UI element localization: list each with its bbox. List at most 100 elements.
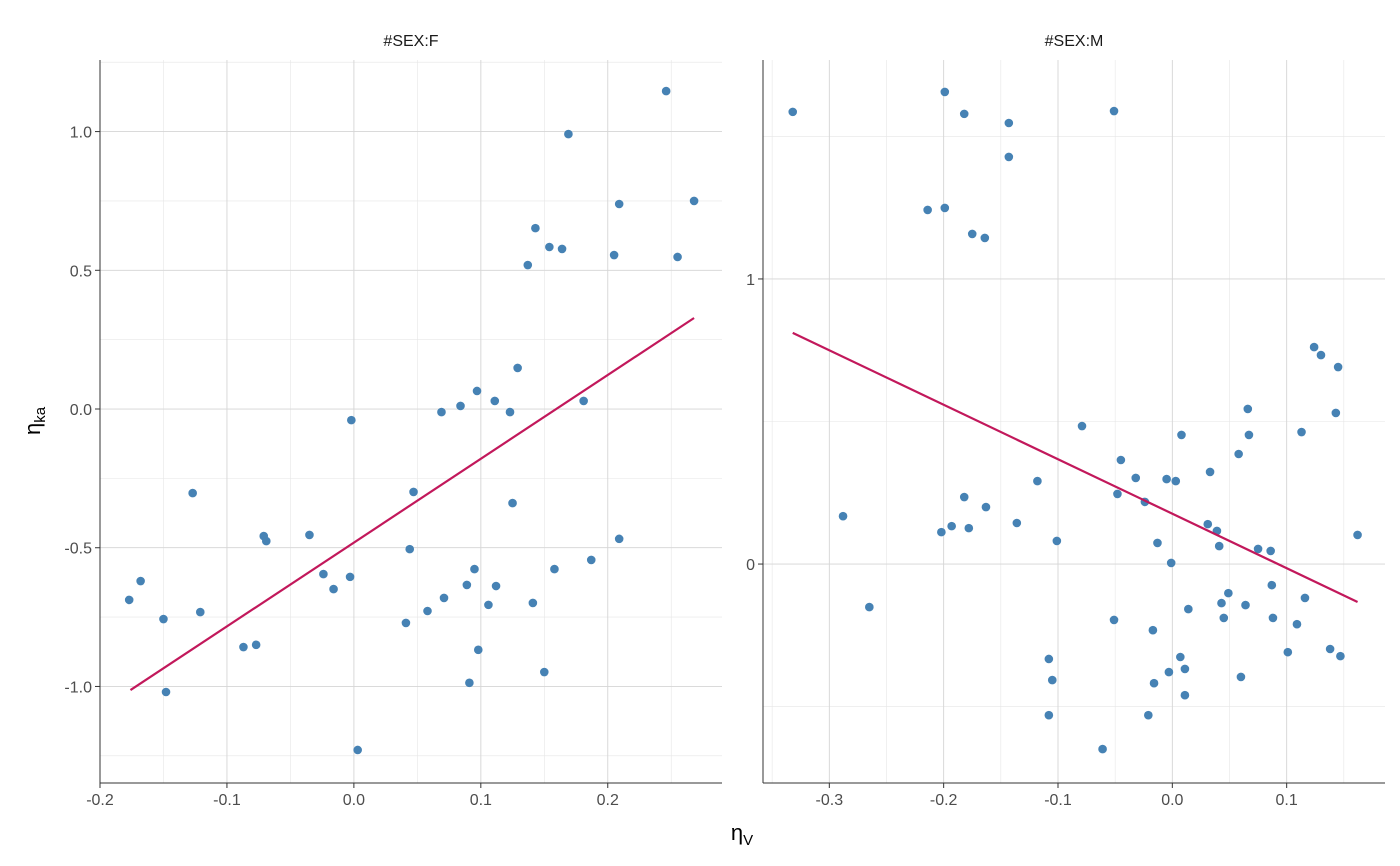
y-tick-label: 1 — [746, 272, 755, 289]
data-point — [1162, 474, 1171, 484]
data-point — [484, 600, 493, 610]
data-point — [1171, 476, 1181, 486]
data-point — [508, 498, 517, 508]
data-point — [1300, 593, 1310, 603]
data-point — [159, 614, 168, 624]
y-tick-label: 0.0 — [70, 402, 92, 419]
data-point — [523, 260, 533, 270]
data-point — [195, 607, 205, 617]
data-point — [124, 595, 134, 605]
data-point — [1184, 604, 1193, 614]
data-point — [1353, 530, 1362, 540]
data-point — [462, 580, 472, 590]
data-point — [1077, 421, 1087, 431]
data-point — [959, 109, 969, 119]
x-tick-label: -0.1 — [213, 792, 241, 809]
data-point — [1004, 118, 1014, 128]
data-point — [505, 407, 515, 417]
x-tick-label: 0.1 — [470, 792, 492, 809]
data-point — [1109, 106, 1119, 116]
data-point — [1253, 544, 1263, 554]
data-point — [1224, 588, 1233, 598]
data-point — [1217, 598, 1226, 608]
data-point — [1268, 613, 1278, 623]
data-point — [1203, 519, 1213, 529]
data-point — [491, 581, 501, 591]
data-point — [345, 572, 355, 582]
data-point — [470, 564, 479, 574]
data-point — [1164, 667, 1174, 677]
data-point — [347, 415, 356, 425]
x-tick-label: -0.2 — [86, 792, 114, 809]
y-axis-label: ηka — [20, 406, 49, 435]
data-point — [305, 530, 314, 540]
data-point — [579, 396, 588, 406]
x-tick-label: 0.2 — [597, 792, 619, 809]
data-point — [1047, 675, 1057, 685]
data-point — [539, 667, 549, 677]
data-point — [967, 229, 977, 239]
data-point — [1044, 654, 1054, 664]
data-point — [1267, 580, 1277, 590]
data-point — [673, 252, 682, 262]
data-point — [1004, 152, 1014, 162]
data-point — [1214, 541, 1224, 551]
panel-title-m: #SEX:M — [1045, 33, 1104, 50]
y-tick-label: 1.0 — [70, 125, 92, 142]
data-point — [1309, 342, 1319, 352]
data-point — [689, 196, 699, 206]
data-point — [409, 487, 418, 497]
data-point — [439, 593, 449, 603]
data-point — [136, 576, 145, 586]
data-point — [1044, 710, 1054, 720]
data-point — [161, 687, 171, 697]
data-point — [472, 386, 482, 396]
data-point — [1033, 476, 1042, 486]
data-point — [838, 511, 848, 521]
data-point — [473, 645, 483, 655]
data-point — [964, 523, 974, 533]
x-tick-label: -0.2 — [930, 792, 958, 809]
x-tick-label: -0.3 — [816, 792, 844, 809]
data-point — [528, 598, 538, 608]
data-point — [188, 488, 197, 498]
data-point — [923, 205, 932, 215]
x-tick-label: -0.1 — [1044, 792, 1072, 809]
data-point — [319, 569, 328, 579]
data-point — [1131, 473, 1141, 483]
data-point — [531, 223, 540, 233]
x-tick-label: 0.0 — [343, 792, 365, 809]
data-point — [1316, 350, 1326, 360]
data-point — [614, 534, 624, 544]
y-tick-label: 0.5 — [70, 263, 92, 280]
data-point — [1333, 362, 1343, 372]
data-point — [586, 555, 596, 565]
panel-title-f: #SEX:F — [383, 33, 438, 50]
data-point — [865, 602, 874, 612]
data-point — [261, 536, 271, 546]
x-axis-label: ηV — [731, 820, 753, 849]
data-point — [1180, 664, 1190, 674]
x-tick-label: 0.0 — [1161, 792, 1183, 809]
data-point — [981, 502, 991, 512]
data-point — [490, 396, 500, 406]
data-point — [1012, 518, 1022, 528]
data-point — [1241, 600, 1250, 610]
data-point — [614, 199, 624, 209]
data-point — [1297, 427, 1306, 437]
data-point — [1153, 538, 1162, 548]
data-point — [661, 86, 671, 96]
data-point — [1205, 467, 1215, 477]
y-tick-label: -1.0 — [64, 679, 92, 696]
data-point — [1236, 672, 1246, 682]
data-point — [1144, 710, 1153, 720]
data-point — [1148, 625, 1158, 635]
data-point — [1266, 546, 1275, 556]
regression-line — [129, 317, 695, 691]
data-point — [251, 640, 261, 650]
data-point — [1052, 536, 1062, 546]
data-point — [1176, 652, 1185, 662]
data-point — [1234, 449, 1243, 459]
data-point — [1149, 678, 1159, 688]
